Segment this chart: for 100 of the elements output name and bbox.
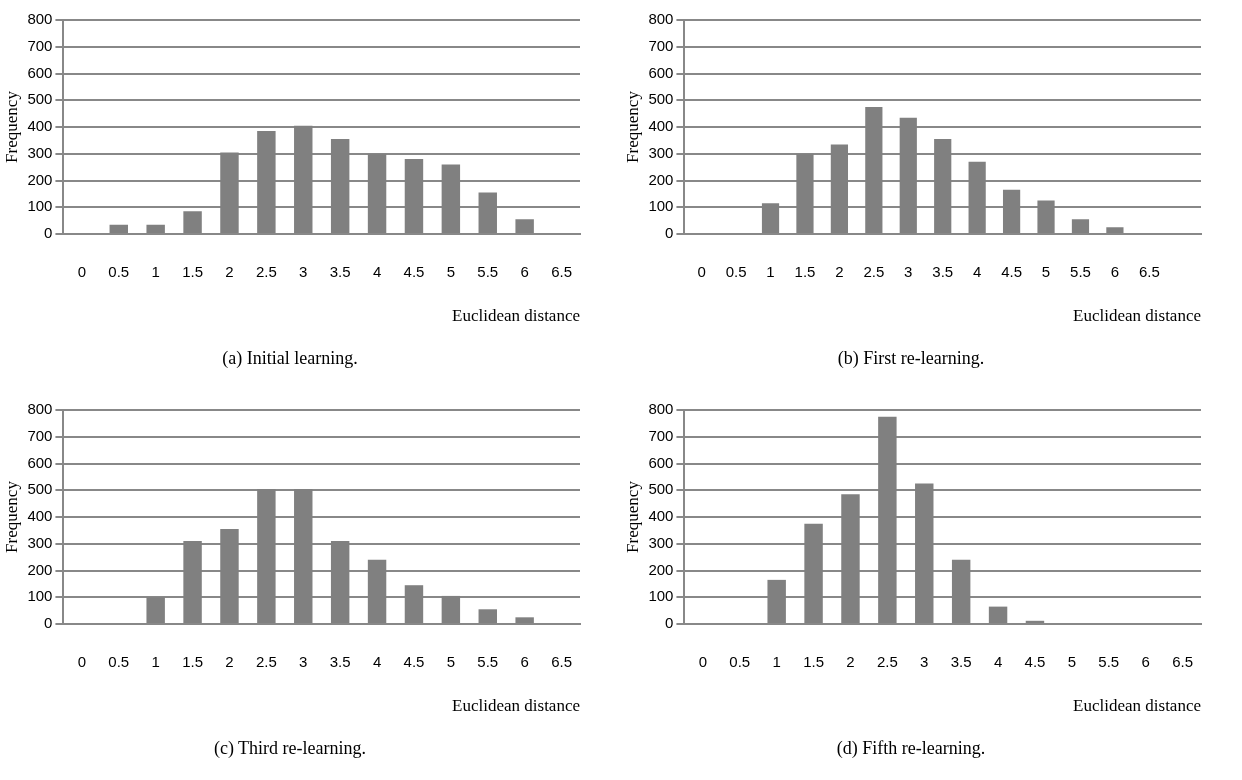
x-tick-label: 1.5	[803, 653, 824, 671]
x-tick-label: 6	[520, 263, 529, 281]
y-tick-label: 400	[648, 507, 674, 525]
x-tick-label: 3	[299, 653, 308, 671]
x-tick-label: 0	[698, 653, 708, 671]
y-axis-title: Frequency	[1, 480, 21, 553]
x-tick-label: 3	[904, 263, 913, 281]
y-tick-label: 100	[27, 587, 53, 605]
x-tick-label: 5	[446, 653, 456, 671]
x-tick-label: 6.5	[1172, 653, 1193, 671]
y-tick-label: 500	[648, 90, 674, 108]
x-tick-label: 3.5	[950, 653, 972, 671]
y-tick-label: 600	[648, 63, 674, 81]
y-tick-label: 100	[27, 197, 53, 215]
x-tick-label: 0.5	[108, 653, 130, 671]
x-axis-title: Euclidean distance	[452, 305, 580, 325]
y-tick-label: 700	[27, 36, 53, 54]
x-tick-label: 2.5	[255, 263, 277, 281]
x-tick-label: 6	[1110, 263, 1120, 281]
y-tick-label: 300	[648, 533, 674, 551]
x-tick-label: 1	[151, 653, 160, 671]
text: (c) Third re-learning.	[213, 737, 367, 759]
x-tick-label: 3.5	[329, 653, 351, 671]
x-tick-label: 4	[972, 263, 982, 281]
y-tick-label: 200	[27, 170, 53, 188]
text: (a) Initial learning.	[222, 347, 358, 369]
y-tick-label: 300	[27, 143, 53, 161]
y-tick-label: 300	[27, 533, 53, 551]
text: (d) Fifth re-learning.	[836, 737, 986, 759]
y-tick-label: 700	[648, 36, 674, 54]
x-tick-label: 4	[993, 653, 1003, 671]
x-tick-label: 6.5	[551, 263, 572, 281]
y-tick-label: 700	[27, 426, 53, 444]
x-tick-label: 5	[1041, 263, 1051, 281]
x-tick-label: 0	[77, 653, 87, 671]
x-tick-label: 4	[372, 653, 382, 671]
y-axis-title: Frequency	[622, 90, 642, 163]
x-tick-label: 0.5	[729, 653, 751, 671]
x-tick-label: 5.5	[1098, 653, 1120, 671]
y-tick-label: 200	[27, 560, 53, 578]
y-tick-label: 500	[648, 480, 674, 498]
y-tick-label: 800	[27, 400, 53, 418]
x-tick-label: 5.5	[1070, 263, 1091, 281]
x-tick-label: 5	[446, 263, 456, 281]
x-tick-label: 4.5	[1001, 263, 1023, 281]
x-tick-label: 1	[151, 263, 160, 281]
y-tick-label: 400	[27, 507, 53, 525]
y-tick-label: 800	[648, 400, 674, 418]
x-tick-label: 1.5	[182, 653, 203, 671]
x-tick-label: 1	[772, 653, 781, 671]
x-tick-label: 5.5	[477, 263, 499, 281]
x-tick-label: 0	[697, 263, 706, 281]
x-tick-label: 2.5	[863, 263, 885, 281]
x-tick-label: 1.5	[794, 263, 816, 281]
x-tick-label: 3.5	[932, 263, 954, 281]
y-tick-label: 500	[27, 480, 53, 498]
y-tick-label: 700	[648, 426, 674, 444]
x-tick-label: 4.5	[1024, 653, 1046, 671]
x-tick-label: 0.5	[725, 263, 747, 281]
y-tick-label: 400	[648, 117, 674, 135]
y-tick-label: 300	[648, 143, 674, 161]
y-tick-label: 600	[27, 453, 53, 471]
x-tick-label: 3	[299, 263, 308, 281]
y-tick-label: 0	[665, 614, 674, 632]
x-tick-label: 2	[846, 653, 855, 671]
y-tick-label: 100	[648, 197, 674, 215]
y-tick-label: 400	[27, 117, 53, 135]
y-tick-label: 0	[44, 224, 53, 242]
x-tick-label: 2.5	[876, 653, 898, 671]
x-tick-label: 5.5	[477, 653, 499, 671]
x-tick-label: 4.5	[403, 653, 425, 671]
y-tick-label: 0	[44, 614, 53, 632]
x-axis-title: Euclidean distance	[1073, 695, 1201, 715]
x-tick-label: 2.5	[255, 653, 277, 671]
y-tick-label: 200	[648, 170, 674, 188]
y-tick-label: 600	[27, 63, 53, 81]
x-tick-label: 2	[225, 263, 234, 281]
x-tick-label: 5	[1067, 653, 1077, 671]
x-tick-label: 6	[1141, 653, 1150, 671]
y-tick-label: 100	[648, 587, 674, 605]
x-tick-label: 2	[225, 653, 234, 671]
x-tick-label: 3	[920, 653, 929, 671]
x-axis-title: Euclidean distance	[1073, 305, 1201, 325]
x-tick-label: 6.5	[551, 653, 572, 671]
x-tick-label: 4.5	[403, 263, 425, 281]
text: (b) First re-learning.	[837, 347, 985, 369]
x-axis-title: Euclidean distance	[452, 695, 580, 715]
x-tick-label: 0.5	[108, 263, 130, 281]
x-tick-label: 1	[766, 263, 775, 281]
y-axis-title: Frequency	[622, 480, 642, 553]
y-tick-label: 800	[27, 10, 53, 28]
x-tick-label: 1.5	[182, 263, 203, 281]
y-tick-label: 600	[648, 453, 674, 471]
y-axis-title: Frequency	[1, 90, 21, 163]
y-tick-label: 0	[665, 224, 674, 242]
x-tick-label: 6	[520, 653, 529, 671]
x-tick-label: 0	[77, 263, 87, 281]
y-tick-label: 500	[27, 90, 53, 108]
x-tick-label: 3.5	[329, 263, 351, 281]
y-tick-label: 200	[648, 560, 674, 578]
